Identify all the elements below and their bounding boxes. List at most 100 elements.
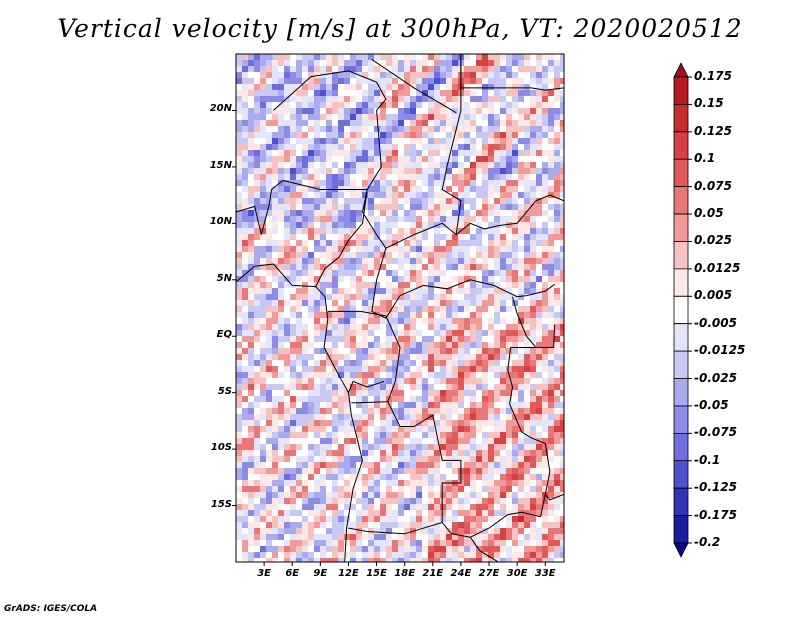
field-cell — [350, 534, 356, 540]
field-cell — [542, 372, 548, 378]
field-cell — [386, 108, 392, 114]
field-cell — [332, 294, 338, 300]
field-cell — [410, 546, 416, 552]
field-cell — [542, 60, 548, 66]
field-cell — [290, 498, 296, 504]
field-cell — [428, 552, 434, 558]
field-cell — [272, 426, 278, 432]
field-cell — [344, 534, 350, 540]
colorbar-label: -0.025 — [694, 370, 737, 385]
field-cell — [380, 156, 386, 162]
field-cell — [416, 168, 422, 174]
field-cell — [254, 306, 260, 312]
field-cell — [260, 468, 266, 474]
field-cell — [482, 144, 488, 150]
field-cell — [452, 138, 458, 144]
field-cell — [560, 216, 564, 222]
field-cell — [428, 240, 434, 246]
field-cell — [512, 228, 518, 234]
field-cell — [326, 402, 332, 408]
field-cell — [254, 132, 260, 138]
field-cell — [290, 168, 296, 174]
field-cell — [530, 414, 536, 420]
field-cell — [476, 426, 482, 432]
field-cell — [380, 114, 386, 120]
field-cell — [512, 138, 518, 144]
field-cell — [428, 372, 434, 378]
field-cell — [488, 120, 494, 126]
field-cell — [428, 468, 434, 474]
field-cell — [506, 492, 512, 498]
field-cell — [278, 240, 284, 246]
field-cell — [386, 318, 392, 324]
field-cell — [320, 348, 326, 354]
field-cell — [344, 378, 350, 384]
field-cell — [512, 186, 518, 192]
field-cell — [368, 66, 374, 72]
field-cell — [284, 222, 290, 228]
field-cell — [560, 240, 564, 246]
field-cell — [278, 480, 284, 486]
field-cell — [422, 396, 428, 402]
field-cell — [476, 504, 482, 510]
field-cell — [524, 498, 530, 504]
field-cell — [374, 150, 380, 156]
field-cell — [530, 318, 536, 324]
field-cell — [248, 72, 254, 78]
field-cell — [428, 492, 434, 498]
field-cell — [350, 336, 356, 342]
field-cell — [506, 102, 512, 108]
field-cell — [536, 54, 542, 60]
field-cell — [362, 234, 368, 240]
field-cell — [236, 396, 242, 402]
field-cell — [290, 78, 296, 84]
field-cell — [320, 252, 326, 258]
field-cell — [518, 384, 524, 390]
field-cell — [476, 246, 482, 252]
field-cell — [338, 234, 344, 240]
field-cell — [416, 198, 422, 204]
field-cell — [488, 126, 494, 132]
field-cell — [302, 366, 308, 372]
field-cell — [398, 498, 404, 504]
field-cell — [326, 522, 332, 528]
field-cell — [446, 108, 452, 114]
field-cell — [416, 462, 422, 468]
field-cell — [272, 174, 278, 180]
field-cell — [518, 294, 524, 300]
field-cell — [410, 78, 416, 84]
field-cell — [506, 150, 512, 156]
field-cell — [326, 84, 332, 90]
field-cell — [422, 288, 428, 294]
field-cell — [422, 168, 428, 174]
field-cell — [446, 138, 452, 144]
field-cell — [482, 558, 488, 562]
field-cell — [404, 186, 410, 192]
field-cell — [278, 360, 284, 366]
field-cell — [452, 90, 458, 96]
field-cell — [500, 420, 506, 426]
field-cell — [332, 444, 338, 450]
field-cell — [506, 180, 512, 186]
field-cell — [488, 354, 494, 360]
field-cell — [416, 402, 422, 408]
field-cell — [440, 258, 446, 264]
field-cell — [524, 222, 530, 228]
field-cell — [278, 216, 284, 222]
field-cell — [560, 126, 564, 132]
field-cell — [512, 192, 518, 198]
field-cell — [368, 108, 374, 114]
field-cell — [416, 234, 422, 240]
field-cell — [404, 354, 410, 360]
field-cell — [308, 546, 314, 552]
colorbar-label: 0.075 — [694, 178, 732, 193]
field-cell — [458, 132, 464, 138]
field-cell — [440, 552, 446, 558]
field-cell — [428, 378, 434, 384]
field-cell — [308, 210, 314, 216]
field-cell — [410, 468, 416, 474]
field-cell — [344, 414, 350, 420]
field-cell — [314, 204, 320, 210]
colorbar-swatch — [673, 542, 689, 558]
field-cell — [356, 456, 362, 462]
